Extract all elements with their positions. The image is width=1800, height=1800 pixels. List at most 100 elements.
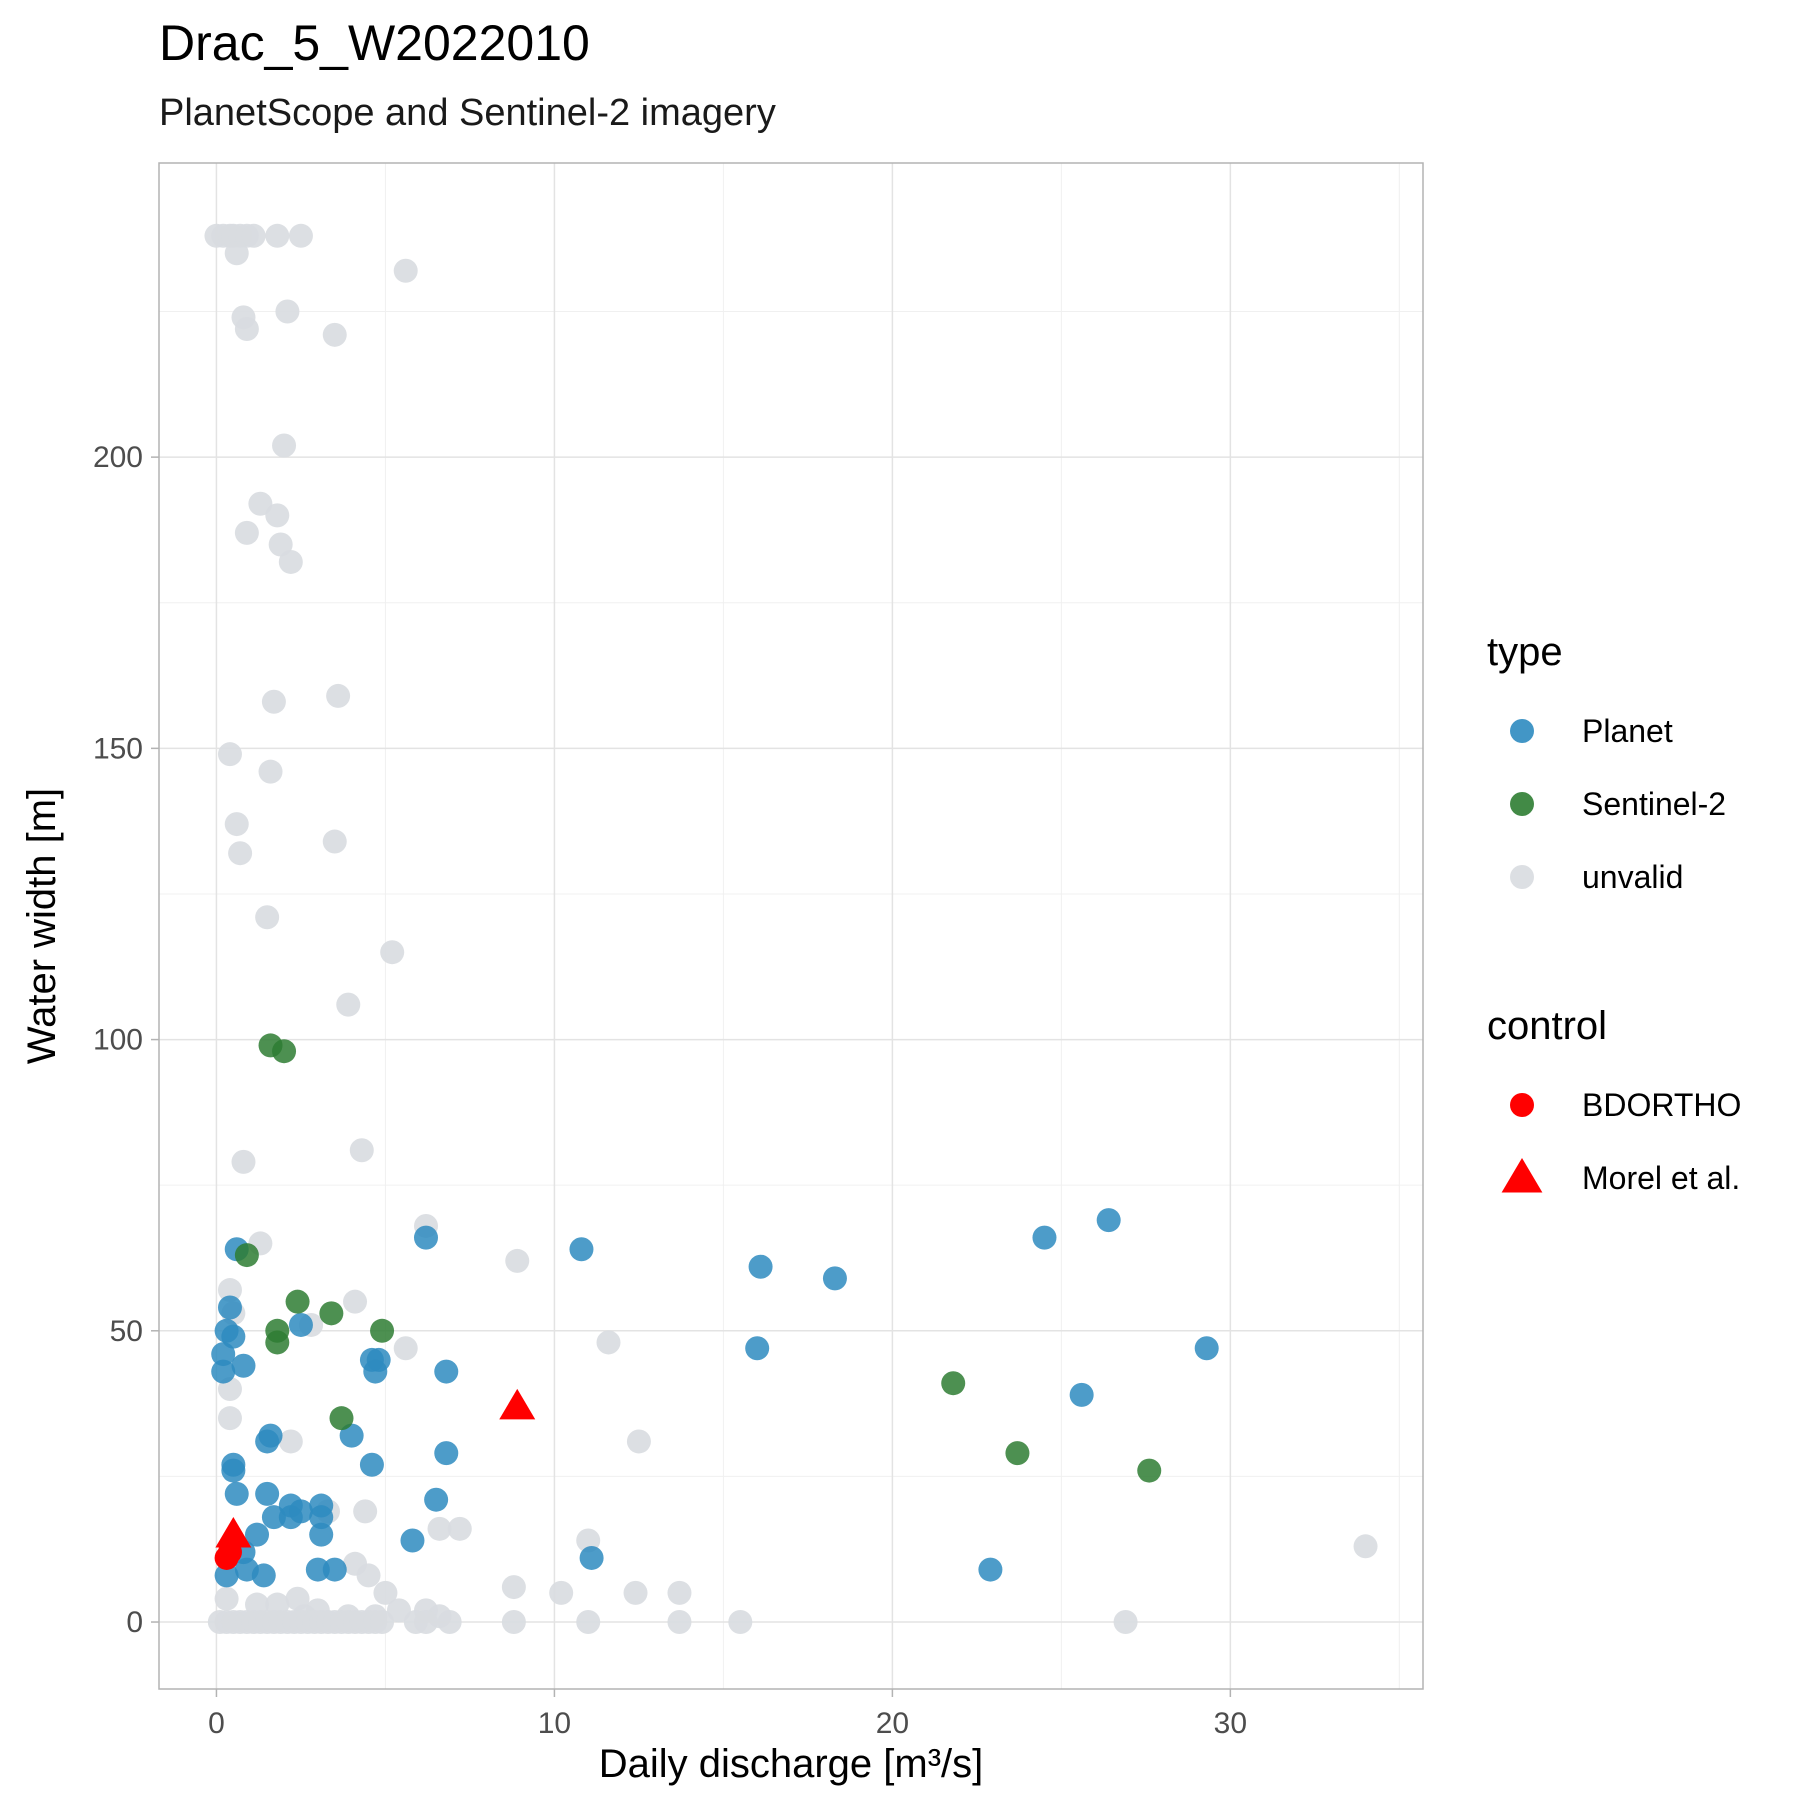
point-sentinel-2 xyxy=(941,1371,966,1396)
x-tick-label: 10 xyxy=(538,1707,571,1740)
point-planet xyxy=(359,1452,384,1477)
point-unvalid xyxy=(667,1610,692,1635)
chart-subtitle: PlanetScope and Sentinel-2 imagery xyxy=(159,92,776,134)
point-unvalid xyxy=(1353,1534,1378,1559)
point-sentinel-2 xyxy=(1137,1458,1162,1483)
point-unvalid xyxy=(278,549,303,574)
legend-label-morel-et-al-: Morel et al. xyxy=(1582,1160,1740,1196)
control-triangle-morel xyxy=(215,1516,252,1548)
legend-key-unvalid xyxy=(1510,865,1534,889)
legend-label-sentinel-2: Sentinel-2 xyxy=(1582,786,1726,822)
x-axis-label: Daily discharge [m³/s] xyxy=(599,1742,984,1786)
point-unvalid xyxy=(349,1138,374,1163)
point-unvalid xyxy=(278,1429,303,1454)
point-unvalid xyxy=(265,503,290,528)
grid xyxy=(159,163,1423,1689)
point-planet xyxy=(309,1505,334,1530)
point-unvalid xyxy=(356,1563,381,1588)
point-unvalid xyxy=(353,1499,378,1524)
point-planet xyxy=(214,1563,239,1588)
chart-title: Drac_5_W2022010 xyxy=(159,15,590,71)
point-unvalid xyxy=(288,223,313,248)
point-planet xyxy=(255,1429,280,1454)
legend-title-control: control xyxy=(1487,1004,1607,1048)
point-unvalid xyxy=(413,1610,438,1635)
point-unvalid xyxy=(549,1580,574,1605)
point-unvalid xyxy=(326,683,351,708)
legend-key-bdortho-circle xyxy=(1510,1093,1534,1117)
point-unvalid xyxy=(234,316,259,341)
point-planet xyxy=(211,1359,236,1384)
point-unvalid xyxy=(373,1580,398,1605)
point-unvalid xyxy=(231,1149,256,1174)
x-tick-label: 20 xyxy=(876,1707,909,1740)
point-sentinel-2 xyxy=(1005,1441,1030,1466)
point-unvalid xyxy=(437,1610,462,1635)
point-planet xyxy=(339,1423,364,1448)
point-planet xyxy=(424,1487,449,1512)
point-unvalid xyxy=(447,1516,472,1541)
point-unvalid xyxy=(728,1610,753,1635)
point-sentinel-2 xyxy=(272,1039,297,1064)
point-planet xyxy=(224,1481,249,1506)
point-planet xyxy=(434,1441,459,1466)
point-unvalid xyxy=(224,812,249,837)
point-planet xyxy=(1069,1382,1094,1407)
point-unvalid xyxy=(272,433,297,458)
point-planet xyxy=(1032,1225,1057,1250)
point-unvalid xyxy=(596,1330,621,1355)
panel-border xyxy=(158,162,1424,1690)
point-unvalid xyxy=(505,1248,530,1273)
legend-label-planet: Planet xyxy=(1582,713,1673,749)
point-planet xyxy=(251,1563,276,1588)
y-tick-label: 100 xyxy=(93,1024,143,1057)
point-unvalid xyxy=(576,1610,601,1635)
point-planet xyxy=(309,1522,334,1547)
point-planet xyxy=(322,1557,347,1582)
point-unvalid xyxy=(393,1336,418,1361)
point-unvalid xyxy=(265,223,290,248)
point-unvalid xyxy=(261,689,286,714)
point-unvalid xyxy=(322,322,347,347)
point-unvalid xyxy=(427,1516,452,1541)
legend: type Planet Sentinel-2 unvalid control BDORTH… xyxy=(1487,630,1741,1196)
point-unvalid xyxy=(228,841,253,866)
point-planet xyxy=(748,1254,773,1279)
point-unvalid xyxy=(626,1429,651,1454)
point-planet xyxy=(745,1336,770,1361)
point-unvalid xyxy=(380,940,405,965)
point-unvalid xyxy=(393,258,418,283)
point-unvalid xyxy=(224,241,249,266)
point-unvalid xyxy=(268,532,293,557)
point-unvalid xyxy=(386,1598,411,1623)
legend-label-bdortho: BDORTHO xyxy=(1582,1087,1741,1123)
point-unvalid xyxy=(217,742,242,767)
point-planet xyxy=(217,1295,242,1320)
y-tick-label: 150 xyxy=(93,732,143,765)
point-planet xyxy=(1096,1208,1121,1233)
y-tick-label: 50 xyxy=(110,1315,143,1348)
point-unvalid xyxy=(370,1610,395,1635)
point-unvalid xyxy=(214,1586,239,1611)
legend-label-unvalid: unvalid xyxy=(1582,859,1683,895)
point-planet xyxy=(1194,1336,1219,1361)
point-unvalid xyxy=(275,299,300,324)
point-unvalid xyxy=(234,520,259,545)
legend-key-morel-triangle xyxy=(1501,1157,1543,1193)
point-planet xyxy=(305,1557,330,1582)
point-planet xyxy=(221,1324,246,1349)
point-unvalid xyxy=(258,759,283,784)
point-unvalid xyxy=(623,1580,648,1605)
point-sentinel-2 xyxy=(234,1243,259,1268)
point-planet xyxy=(400,1528,425,1553)
point-unvalid xyxy=(322,829,347,854)
x-tick-label: 0 xyxy=(208,1707,225,1740)
point-planet xyxy=(245,1522,270,1547)
point-sentinel-2 xyxy=(285,1289,310,1314)
point-planet xyxy=(822,1266,847,1291)
point-unvalid xyxy=(255,905,280,930)
data-points xyxy=(204,223,1378,1635)
point-planet xyxy=(231,1353,256,1378)
control-triangle-morel xyxy=(499,1388,536,1420)
